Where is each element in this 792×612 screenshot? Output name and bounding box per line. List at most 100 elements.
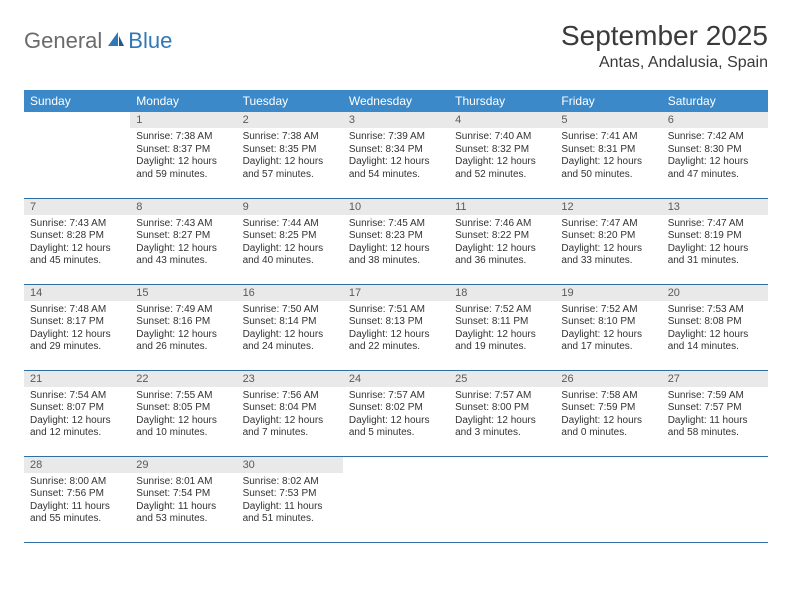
sunrise-text: Sunrise: 7:47 AM bbox=[561, 218, 655, 231]
day-number: 18 bbox=[449, 285, 555, 301]
sunset-text: Sunset: 8:31 PM bbox=[561, 144, 655, 157]
day-body: Sunrise: 7:59 AMSunset: 7:57 PMDaylight:… bbox=[662, 387, 768, 444]
daylight-text: Daylight: 12 hours and 40 minutes. bbox=[243, 243, 337, 268]
day-body: Sunrise: 7:38 AMSunset: 8:35 PMDaylight:… bbox=[237, 128, 343, 185]
sunset-text: Sunset: 8:28 PM bbox=[30, 230, 124, 243]
sunrise-text: Sunrise: 7:51 AM bbox=[349, 304, 443, 317]
sunrise-text: Sunrise: 7:56 AM bbox=[243, 390, 337, 403]
daylight-text: Daylight: 12 hours and 10 minutes. bbox=[136, 415, 230, 440]
day-number: 24 bbox=[343, 371, 449, 387]
sunrise-text: Sunrise: 8:01 AM bbox=[136, 476, 230, 489]
day-number: 26 bbox=[555, 371, 661, 387]
calendar-cell: 13Sunrise: 7:47 AMSunset: 8:19 PMDayligh… bbox=[662, 198, 768, 284]
day-number: 3 bbox=[343, 112, 449, 128]
sunrise-text: Sunrise: 7:49 AM bbox=[136, 304, 230, 317]
calendar-row: 14Sunrise: 7:48 AMSunset: 8:17 PMDayligh… bbox=[24, 284, 768, 370]
calendar-cell-empty bbox=[24, 112, 130, 198]
day-body: Sunrise: 7:47 AMSunset: 8:19 PMDaylight:… bbox=[662, 215, 768, 272]
calendar-cell: 4Sunrise: 7:40 AMSunset: 8:32 PMDaylight… bbox=[449, 112, 555, 198]
logo-sail-icon bbox=[106, 30, 126, 53]
sunset-text: Sunset: 8:32 PM bbox=[455, 144, 549, 157]
day-number: 5 bbox=[555, 112, 661, 128]
sunset-text: Sunset: 8:08 PM bbox=[668, 316, 762, 329]
sunrise-text: Sunrise: 7:55 AM bbox=[136, 390, 230, 403]
calendar-cell: 15Sunrise: 7:49 AMSunset: 8:16 PMDayligh… bbox=[130, 284, 236, 370]
daylight-text: Daylight: 12 hours and 12 minutes. bbox=[30, 415, 124, 440]
sunset-text: Sunset: 8:34 PM bbox=[349, 144, 443, 157]
sunset-text: Sunset: 8:13 PM bbox=[349, 316, 443, 329]
calendar-cell: 16Sunrise: 7:50 AMSunset: 8:14 PMDayligh… bbox=[237, 284, 343, 370]
daylight-text: Daylight: 12 hours and 29 minutes. bbox=[30, 329, 124, 354]
weekday-header: Sunday bbox=[24, 90, 130, 112]
daylight-text: Daylight: 12 hours and 52 minutes. bbox=[455, 156, 549, 181]
weekday-header: Friday bbox=[555, 90, 661, 112]
day-number: 2 bbox=[237, 112, 343, 128]
day-body: Sunrise: 7:57 AMSunset: 8:00 PMDaylight:… bbox=[449, 387, 555, 444]
calendar-header: SundayMondayTuesdayWednesdayThursdayFrid… bbox=[24, 90, 768, 112]
day-number: 23 bbox=[237, 371, 343, 387]
sunset-text: Sunset: 7:54 PM bbox=[136, 488, 230, 501]
sunset-text: Sunset: 7:56 PM bbox=[30, 488, 124, 501]
day-number: 10 bbox=[343, 199, 449, 215]
daylight-text: Daylight: 12 hours and 38 minutes. bbox=[349, 243, 443, 268]
calendar-cell: 14Sunrise: 7:48 AMSunset: 8:17 PMDayligh… bbox=[24, 284, 130, 370]
day-body: Sunrise: 8:00 AMSunset: 7:56 PMDaylight:… bbox=[24, 473, 130, 530]
header: General Blue September 2025 Antas, Andal… bbox=[24, 20, 768, 72]
daylight-text: Daylight: 12 hours and 26 minutes. bbox=[136, 329, 230, 354]
calendar-cell: 24Sunrise: 7:57 AMSunset: 8:02 PMDayligh… bbox=[343, 370, 449, 456]
day-body: Sunrise: 7:38 AMSunset: 8:37 PMDaylight:… bbox=[130, 128, 236, 185]
sunset-text: Sunset: 8:04 PM bbox=[243, 402, 337, 415]
day-number: 28 bbox=[24, 457, 130, 473]
day-body: Sunrise: 7:54 AMSunset: 8:07 PMDaylight:… bbox=[24, 387, 130, 444]
sunrise-text: Sunrise: 7:42 AM bbox=[668, 131, 762, 144]
sunset-text: Sunset: 8:16 PM bbox=[136, 316, 230, 329]
sunset-text: Sunset: 8:37 PM bbox=[136, 144, 230, 157]
sunset-text: Sunset: 8:25 PM bbox=[243, 230, 337, 243]
daylight-text: Daylight: 12 hours and 19 minutes. bbox=[455, 329, 549, 354]
calendar-row: 1Sunrise: 7:38 AMSunset: 8:37 PMDaylight… bbox=[24, 112, 768, 198]
sunset-text: Sunset: 8:22 PM bbox=[455, 230, 549, 243]
sunrise-text: Sunrise: 7:43 AM bbox=[136, 218, 230, 231]
sunrise-text: Sunrise: 7:48 AM bbox=[30, 304, 124, 317]
calendar-cell: 2Sunrise: 7:38 AMSunset: 8:35 PMDaylight… bbox=[237, 112, 343, 198]
day-body: Sunrise: 7:47 AMSunset: 8:20 PMDaylight:… bbox=[555, 215, 661, 272]
day-number: 12 bbox=[555, 199, 661, 215]
weekday-header: Saturday bbox=[662, 90, 768, 112]
daylight-text: Daylight: 12 hours and 5 minutes. bbox=[349, 415, 443, 440]
calendar-cell: 20Sunrise: 7:53 AMSunset: 8:08 PMDayligh… bbox=[662, 284, 768, 370]
day-body: Sunrise: 7:52 AMSunset: 8:11 PMDaylight:… bbox=[449, 301, 555, 358]
daylight-text: Daylight: 12 hours and 17 minutes. bbox=[561, 329, 655, 354]
sunset-text: Sunset: 7:57 PM bbox=[668, 402, 762, 415]
daylight-text: Daylight: 12 hours and 50 minutes. bbox=[561, 156, 655, 181]
calendar-cell: 23Sunrise: 7:56 AMSunset: 8:04 PMDayligh… bbox=[237, 370, 343, 456]
day-number: 21 bbox=[24, 371, 130, 387]
day-number: 27 bbox=[662, 371, 768, 387]
day-number: 14 bbox=[24, 285, 130, 301]
day-number: 19 bbox=[555, 285, 661, 301]
day-number: 16 bbox=[237, 285, 343, 301]
daylight-text: Daylight: 12 hours and 36 minutes. bbox=[455, 243, 549, 268]
sunrise-text: Sunrise: 7:44 AM bbox=[243, 218, 337, 231]
day-body: Sunrise: 7:43 AMSunset: 8:27 PMDaylight:… bbox=[130, 215, 236, 272]
weekday-header: Wednesday bbox=[343, 90, 449, 112]
calendar-cell-empty bbox=[662, 456, 768, 542]
sunrise-text: Sunrise: 7:38 AM bbox=[136, 131, 230, 144]
calendar-cell: 10Sunrise: 7:45 AMSunset: 8:23 PMDayligh… bbox=[343, 198, 449, 284]
sunrise-text: Sunrise: 7:50 AM bbox=[243, 304, 337, 317]
sunrise-text: Sunrise: 8:02 AM bbox=[243, 476, 337, 489]
day-number: 7 bbox=[24, 199, 130, 215]
day-body: Sunrise: 7:39 AMSunset: 8:34 PMDaylight:… bbox=[343, 128, 449, 185]
sunrise-text: Sunrise: 7:54 AM bbox=[30, 390, 124, 403]
logo: General Blue bbox=[24, 28, 172, 54]
daylight-text: Daylight: 12 hours and 31 minutes. bbox=[668, 243, 762, 268]
location: Antas, Andalusia, Spain bbox=[561, 54, 768, 72]
daylight-text: Daylight: 11 hours and 58 minutes. bbox=[668, 415, 762, 440]
calendar-cell: 19Sunrise: 7:52 AMSunset: 8:10 PMDayligh… bbox=[555, 284, 661, 370]
sunset-text: Sunset: 7:59 PM bbox=[561, 402, 655, 415]
sunset-text: Sunset: 8:07 PM bbox=[30, 402, 124, 415]
calendar-cell: 29Sunrise: 8:01 AMSunset: 7:54 PMDayligh… bbox=[130, 456, 236, 542]
calendar-row: 21Sunrise: 7:54 AMSunset: 8:07 PMDayligh… bbox=[24, 370, 768, 456]
sunrise-text: Sunrise: 7:47 AM bbox=[668, 218, 762, 231]
logo-text-blue: Blue bbox=[128, 28, 172, 54]
sunrise-text: Sunrise: 7:59 AM bbox=[668, 390, 762, 403]
